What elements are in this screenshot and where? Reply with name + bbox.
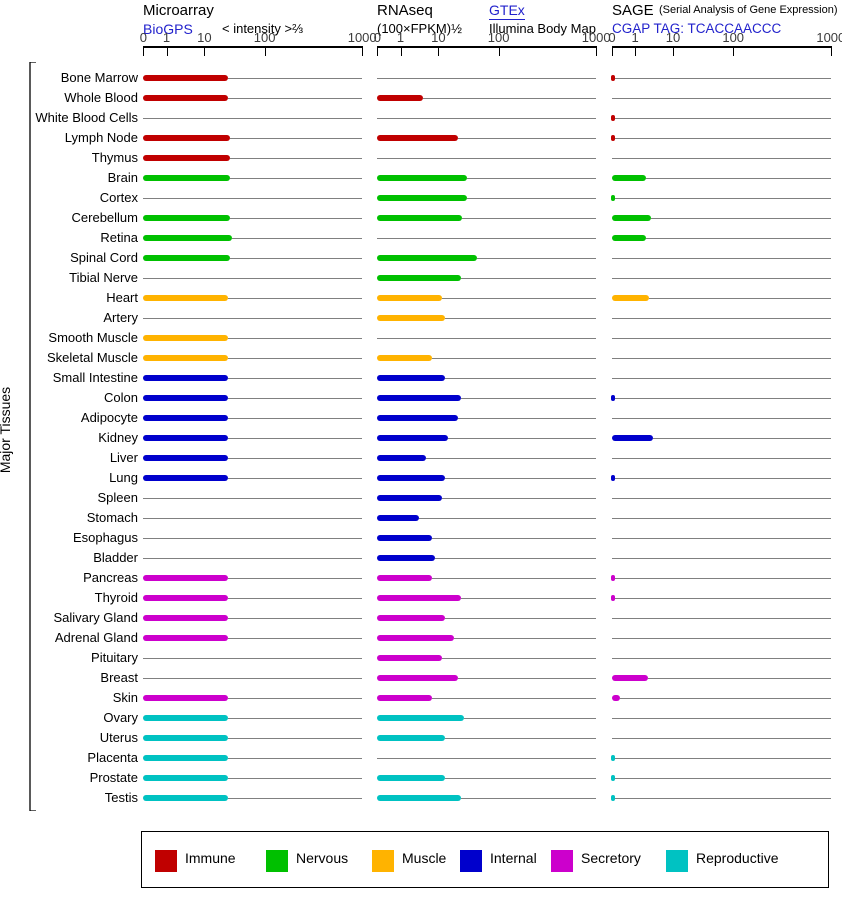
svg-text:Major Tissues: Major Tissues [0,387,13,473]
